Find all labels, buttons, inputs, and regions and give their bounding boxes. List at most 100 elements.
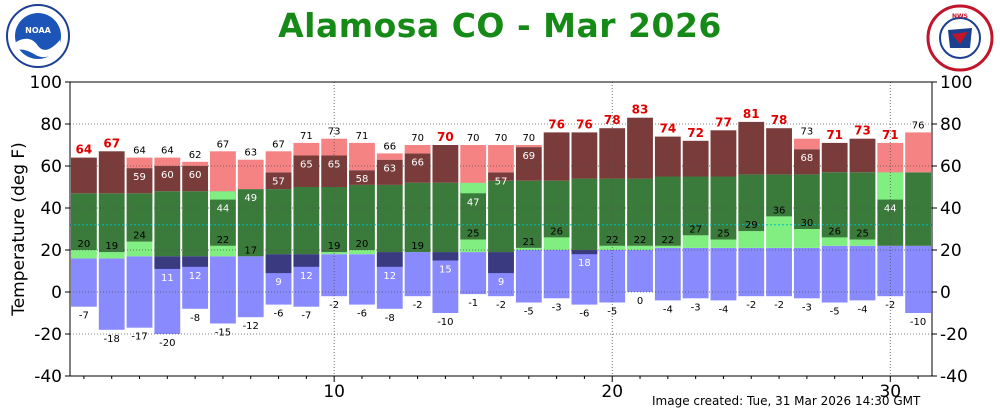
record-high-label: 71 [826, 128, 843, 142]
svg-text:NWS: NWS [952, 13, 968, 20]
normal-band-bar [654, 176, 681, 246]
daily-low-label: 21 [522, 237, 535, 248]
daily-low-label: 19 [328, 241, 341, 252]
record-low-label: -8 [190, 313, 200, 324]
daily-low-label: 20 [78, 239, 91, 250]
above-normal-low-bar [71, 250, 97, 259]
record-low-bar [793, 247, 820, 299]
normal-band-bar [432, 182, 459, 253]
record-high-label: 73 [328, 127, 341, 138]
new-record-high-bar [821, 142, 848, 173]
above-normal-low-bar [821, 237, 848, 246]
below-normal-low-bar [265, 254, 292, 274]
record-high-bar [376, 153, 403, 160]
above-normal-low-bar [710, 239, 737, 248]
record-high-bar [154, 157, 181, 166]
y-tick-label: 0 [940, 283, 951, 303]
record-low-bar [460, 252, 487, 295]
record-high-label: 78 [771, 113, 788, 127]
svg-text:NOAA: NOAA [25, 26, 51, 35]
record-low-label: -1 [468, 298, 478, 309]
record-low-label: -4 [663, 304, 673, 315]
observed-high-bar [404, 153, 431, 183]
observed-high-bar [154, 166, 181, 192]
daily-high-label: 57 [495, 176, 508, 187]
record-high-label: 70 [522, 133, 535, 144]
record-low-bar [627, 250, 653, 292]
record-low-bar [543, 250, 570, 299]
observed-high-bar [793, 149, 820, 175]
daily-low-label: 22 [217, 235, 230, 246]
y-tick-label: 60 [40, 157, 62, 177]
record-low-bar [710, 247, 737, 301]
daily-high-label: 65 [300, 160, 313, 171]
below-normal-low-bar [154, 256, 181, 269]
record-high-label: 77 [715, 115, 732, 129]
daily-low-label: 30 [801, 218, 814, 229]
daily-low-label: 22 [634, 235, 647, 246]
record-high-label: 67 [272, 139, 285, 150]
record-high-label: 76 [576, 117, 593, 131]
new-record-high-bar [682, 140, 709, 177]
image-created-caption: Image created: Tue, 31 Mar 2026 14:30 GM… [652, 394, 921, 408]
record-low-bar [154, 256, 181, 334]
normal-band-bar [293, 187, 320, 255]
y-tick-label: 20 [940, 241, 962, 261]
record-high-bar [210, 151, 236, 192]
normal-band-bar [682, 176, 709, 236]
daily-low-label: 9 [498, 277, 504, 288]
normal-band-bar [849, 172, 876, 240]
below-normal-high-bar [877, 172, 904, 200]
daily-high-label: 69 [522, 151, 535, 162]
above-normal-low-bar [766, 216, 792, 248]
y-tick-label: 20 [40, 241, 62, 261]
daily-low-label: 12 [300, 271, 313, 282]
observed-high-bar [349, 170, 375, 185]
normal-band-bar [376, 184, 403, 253]
daily-low-label: 22 [661, 235, 674, 246]
record-high-label: 71 [356, 131, 369, 142]
below-normal-low-bar [571, 250, 598, 255]
normal-band-bar [488, 180, 514, 253]
y-tick-label: -40 [940, 367, 968, 387]
y-tick-label: -40 [34, 367, 62, 387]
daily-low-label: 29 [745, 220, 758, 231]
record-high-bar [265, 151, 292, 173]
normal-band-bar [710, 176, 737, 240]
record-low-label: -8 [385, 313, 395, 324]
daily-high-label: 44 [884, 204, 897, 215]
y-tick-label: 40 [40, 199, 62, 219]
record-high-label: 74 [659, 122, 676, 136]
daily-high-label: 68 [801, 153, 814, 164]
record-low-bar [654, 247, 681, 301]
normal-band-bar [738, 174, 765, 232]
above-normal-low-bar [738, 231, 765, 248]
record-low-bar [515, 250, 542, 303]
daily-low-label: 19 [411, 241, 424, 252]
y-tick-label: 80 [40, 115, 62, 135]
normal-band-bar [210, 191, 236, 246]
record-high-label: 62 [189, 150, 202, 161]
record-high-bar [321, 138, 348, 156]
record-high-bar [126, 157, 153, 169]
x-tick-label: 20 [601, 382, 623, 402]
record-high-label: 81 [743, 107, 760, 121]
new-record-high-bar [543, 132, 570, 181]
daily-high-label: 59 [133, 172, 146, 183]
record-low-label: -6 [274, 309, 284, 320]
record-low-label: -6 [579, 309, 589, 320]
daily-low-label: 20 [356, 239, 369, 250]
new-record-high-bar [571, 132, 598, 179]
y-tick-label: 80 [940, 115, 962, 135]
record-high-label: 73 [854, 124, 871, 138]
daily-low-label: 12 [383, 271, 396, 282]
observed-high-bar [376, 159, 403, 185]
daily-low-label: 26 [550, 226, 563, 237]
normal-band-bar [515, 180, 542, 248]
record-low-label: -2 [496, 300, 506, 311]
record-high-label: 70 [495, 133, 508, 144]
daily-high-label: 60 [161, 170, 174, 181]
record-high-label: 63 [244, 148, 257, 159]
daily-low-label: 11 [161, 273, 174, 284]
record-low-label: 0 [637, 296, 643, 307]
